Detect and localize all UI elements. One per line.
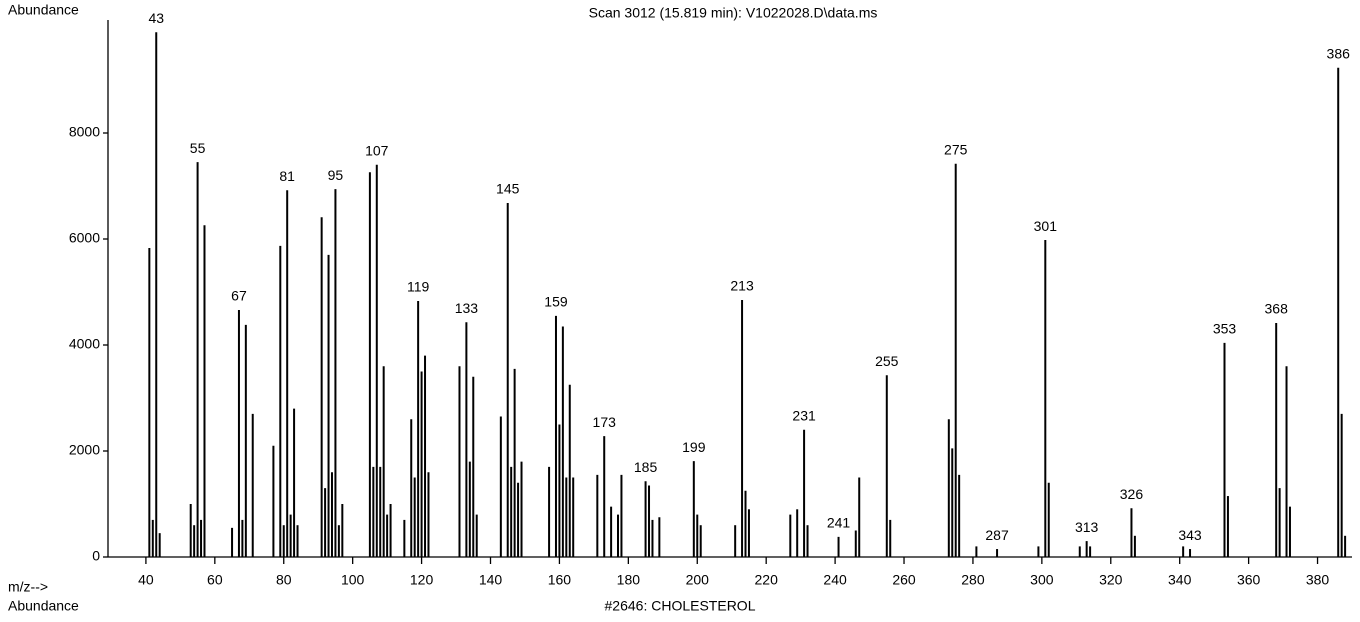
peak-label: 386 [1327, 46, 1351, 62]
x-tick-label: 260 [892, 572, 916, 588]
peak-label: 275 [944, 141, 968, 157]
x-tick-label: 80 [276, 572, 292, 588]
y-tick-label: 4000 [69, 336, 100, 352]
peak-label: 119 [407, 279, 430, 295]
x-tick-label: 140 [479, 572, 503, 588]
x-tick-label: 320 [1099, 572, 1123, 588]
x-tick-label: 180 [617, 572, 641, 588]
y-tick-label: 6000 [69, 230, 100, 246]
peak-label: 107 [365, 143, 389, 159]
peak-label: 353 [1213, 321, 1237, 337]
peak-label: 326 [1120, 486, 1144, 502]
peak-label: 368 [1265, 301, 1289, 317]
x-tick-label: 40 [138, 572, 154, 588]
y-axis-label: Abundance [8, 2, 79, 18]
x-axis-label: m/z--> [8, 579, 48, 595]
peak-label: 173 [593, 414, 617, 430]
peak-label: 43 [148, 10, 164, 26]
x-tick-label: 120 [410, 572, 434, 588]
x-tick-label: 160 [548, 572, 572, 588]
peak-label: 213 [730, 278, 754, 294]
peak-label: 95 [328, 167, 344, 183]
x-tick-label: 340 [1168, 572, 1192, 588]
compound-label: #2646: CHOLESTEROL [605, 598, 756, 614]
peak-label: 145 [496, 181, 520, 197]
y-tick-label: 2000 [69, 442, 100, 458]
x-tick-label: 220 [755, 572, 779, 588]
peak-label: 55 [190, 140, 206, 156]
x-tick-label: 100 [341, 572, 365, 588]
x-tick-label: 60 [207, 572, 223, 588]
peak-label: 301 [1034, 218, 1058, 234]
peak-label: 159 [544, 294, 568, 310]
peak-label: 255 [875, 353, 899, 369]
y-tick-label: 8000 [69, 124, 100, 140]
x-tick-label: 380 [1306, 572, 1330, 588]
x-tick-label: 300 [1030, 572, 1054, 588]
chart-title: Scan 3012 (15.819 min): V1022028.D\data.… [589, 5, 878, 21]
x-tick-label: 240 [823, 572, 847, 588]
peak-label: 67 [231, 288, 247, 304]
peak-label: 185 [634, 459, 658, 475]
x-tick-label: 280 [961, 572, 985, 588]
peak-label: 199 [682, 439, 706, 455]
peak-label: 133 [455, 300, 479, 316]
y-tick-label: 0 [92, 548, 100, 564]
peak-label: 81 [279, 168, 295, 184]
x-tick-label: 200 [686, 572, 710, 588]
footer-label: Abundance [8, 598, 79, 614]
peak-label: 231 [792, 408, 816, 424]
peak-label: 241 [827, 515, 851, 531]
peak-label: 287 [985, 527, 1009, 543]
peak-label: 313 [1075, 519, 1099, 535]
x-tick-label: 360 [1237, 572, 1261, 588]
peak-label: 343 [1178, 527, 1202, 543]
